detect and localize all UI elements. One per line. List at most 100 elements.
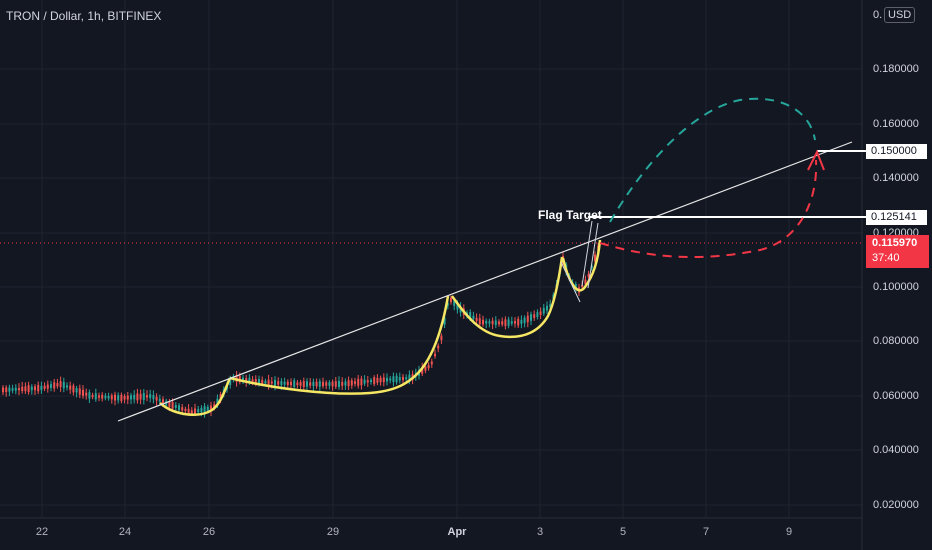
candle-body [210,405,212,412]
candle-body [149,394,152,399]
price-label: 0.100000 [873,281,919,293]
grid [0,0,862,518]
candle-body [229,379,232,386]
current-price-tag: 0.115970 37:40 [866,235,929,268]
candle-body [56,383,59,387]
candle-body [475,317,478,321]
candle-body [373,377,376,385]
price-label: 0.020000 [873,499,919,511]
candle-body [190,410,193,414]
candle-body [322,381,324,387]
candle-body [242,377,244,382]
time-label: 22 [35,526,49,538]
candle-body [382,377,385,383]
candle-body [408,374,411,382]
candle-body [376,377,379,383]
candle-body [158,398,161,402]
candle-body [478,318,481,325]
candle-body [277,381,280,385]
candle-body [117,395,120,401]
candle-body [5,387,8,393]
candle-body [178,405,180,411]
candle-body [395,375,398,383]
candle-body [146,395,148,398]
candle-body [184,408,187,412]
candle-body [24,386,27,392]
candle-body [261,379,264,385]
candle-body [498,321,500,325]
candle-body [21,386,24,392]
current-price-value: 0.115970 [872,237,918,249]
candle-body [491,320,494,325]
candle-body [296,382,299,386]
candle-body [366,380,369,383]
candle-body [469,312,472,319]
candle-body [437,345,440,349]
candle-body [402,376,404,381]
candle-body [274,379,276,386]
candle-body [424,366,427,371]
candle-body [206,406,209,411]
candle-body [43,385,46,389]
time-label: Apr [447,526,467,538]
candle-body [584,279,587,285]
candle-body [69,385,72,390]
price-label: 0.160000 [873,118,919,130]
candle-body [30,386,33,391]
candle-body [533,314,536,318]
candle-body [546,305,548,311]
candle-body [590,265,593,269]
candle-body [251,379,254,383]
candle-body [306,381,308,387]
candle-body [133,394,136,400]
flag-target-price-tag: 0.125141 [866,210,927,225]
candle-body [139,393,142,400]
candle-body [510,321,513,324]
currency-button[interactable]: USD [884,7,916,23]
time-label: 3 [536,526,544,538]
candle-body [354,381,356,384]
candle-body [66,385,68,388]
time-label: 5 [619,526,627,538]
candle-body [325,382,328,386]
candle-body [14,387,17,391]
candle-body [155,396,158,401]
candle-body [379,377,382,383]
candle-body [440,335,443,341]
candle-body [107,395,110,399]
candle-body [482,319,484,325]
cup-pattern-drawings [159,239,602,416]
bearish-arrow-icon [807,149,825,171]
candle-body [110,395,113,400]
candle-body [280,381,283,385]
candle-body [142,393,145,400]
candle-body [290,381,292,386]
candle-body [392,376,395,383]
candle-body [120,394,123,402]
candle-body [136,393,139,401]
candle-body [360,378,363,386]
candle-body [526,315,529,323]
time-label: 9 [785,526,793,538]
candle-body [98,395,100,398]
candle-body [27,385,30,393]
candle-body [200,407,203,413]
candle-body [341,381,344,386]
candle-body [293,380,296,388]
candle-body [539,311,542,315]
candle-body [536,312,539,318]
candle-body [85,392,88,396]
candle-body [270,381,273,384]
candle-body [11,388,14,391]
candle-body [450,297,452,303]
candle-body [168,401,171,407]
candle-body [587,273,590,278]
candle-body [50,384,52,388]
candle-body [75,388,78,393]
candle-body [8,387,11,392]
candle-body [37,384,40,392]
candle-body [34,386,36,391]
candle-body [123,395,126,400]
bar-countdown: 37:40 [872,252,900,264]
